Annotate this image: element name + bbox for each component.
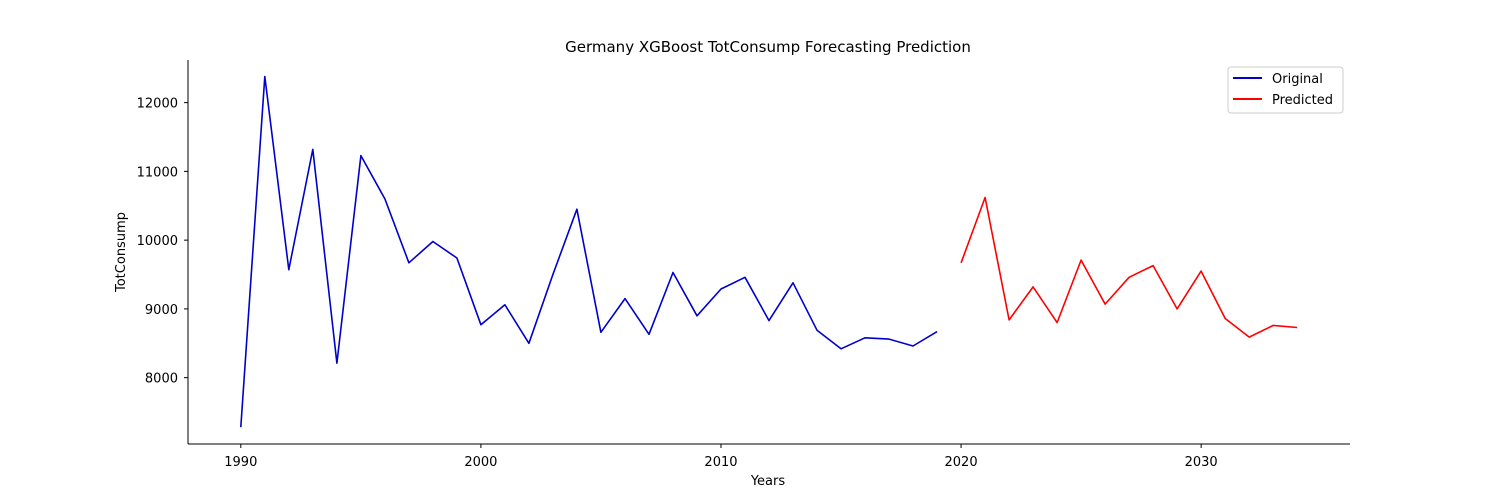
y-tick-label: 9000 (145, 303, 178, 318)
x-tick-label: 2000 (464, 455, 497, 470)
x-tick-label: 2010 (704, 455, 737, 470)
legend-label-predicted: Predicted (1272, 93, 1333, 108)
x-tick-label: 2030 (1185, 455, 1218, 470)
y-axis-label: TotConsump (114, 212, 129, 293)
series-line-predicted (960, 196, 1298, 338)
x-axis-label: Years (750, 474, 786, 489)
x-tick-label: 1990 (224, 455, 257, 470)
series-line-original (240, 75, 938, 428)
legend-label-original: Original (1272, 72, 1323, 87)
x-tick-label: 2020 (945, 455, 978, 470)
plot-lines (240, 75, 1298, 428)
y-tick-label: 12000 (137, 97, 178, 112)
axis-ticks: 1990 2000 2010 2020 2030 8000 9000 10000 11000 12… (137, 97, 1218, 470)
y-tick-label: 8000 (145, 372, 178, 387)
y-tick-label: 10000 (137, 234, 178, 249)
legend: Original Predicted (1227, 66, 1344, 114)
y-tick-label: 11000 (137, 165, 178, 180)
chart-title: Germany XGBoost TotConsump Forecasting P… (565, 38, 971, 56)
